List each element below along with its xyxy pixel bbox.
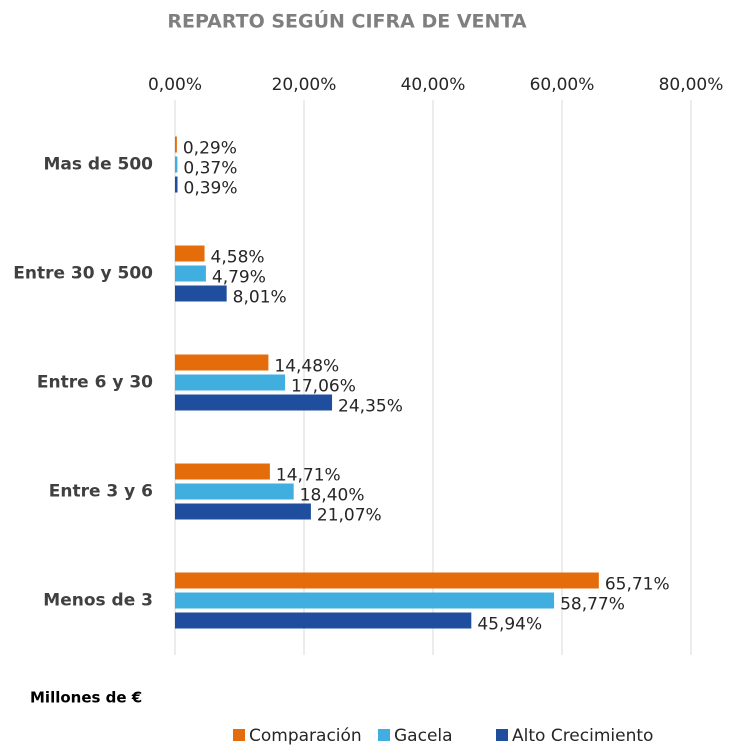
data-label: 24,35% <box>338 397 403 417</box>
bar <box>175 592 555 609</box>
x-axis-label: Millones de € <box>30 689 142 707</box>
bar <box>175 285 227 302</box>
x-tick-label: 0,00% <box>148 75 202 95</box>
data-label: 58,77% <box>560 595 625 615</box>
legend-label: Gacela <box>394 726 453 745</box>
data-label: 21,07% <box>317 506 382 526</box>
y-tick-label: Mas de 500 <box>43 155 153 175</box>
bar <box>175 503 311 520</box>
legend-swatch <box>233 729 245 741</box>
bar <box>175 265 206 282</box>
data-label: 4,58% <box>211 248 265 268</box>
data-label: 17,06% <box>291 377 356 397</box>
y-tick-label: Menos de 3 <box>43 591 153 611</box>
chart-title: REPARTO SEGÚN CIFRA DE VENTA <box>167 9 527 33</box>
data-label: 8,01% <box>233 288 287 308</box>
y-tick-label: Entre 3 y 6 <box>49 482 153 502</box>
bar <box>175 483 294 500</box>
data-label: 14,48% <box>274 357 339 377</box>
bar <box>175 463 270 480</box>
data-label: 4,79% <box>212 268 266 288</box>
x-tick-label: 60,00% <box>530 75 595 95</box>
x-tick-label: 20,00% <box>272 75 337 95</box>
bar <box>175 374 286 391</box>
bar <box>175 136 177 153</box>
data-label: 0,39% <box>184 179 238 199</box>
data-label: 0,29% <box>183 139 237 159</box>
bar <box>175 156 178 173</box>
bar <box>175 394 333 411</box>
data-label: 0,37% <box>183 159 237 179</box>
data-label: 18,40% <box>300 486 365 506</box>
bar <box>175 354 269 371</box>
data-label: 65,71% <box>605 575 670 595</box>
data-label: 45,94% <box>477 615 542 635</box>
bar <box>175 572 599 589</box>
legend-swatch <box>378 729 390 741</box>
x-tick-label: 80,00% <box>659 75 724 95</box>
y-tick-label: Entre 30 y 500 <box>13 264 153 284</box>
y-tick-label: Entre 6 y 30 <box>37 373 153 393</box>
legend-label: Comparación <box>249 726 362 745</box>
x-tick-label: 40,00% <box>401 75 466 95</box>
data-label: 14,71% <box>276 466 341 486</box>
bar <box>175 176 178 193</box>
bar <box>175 245 205 262</box>
legend-swatch <box>496 729 508 741</box>
legend-label: Alto Crecimiento <box>512 726 653 745</box>
bar <box>175 612 472 629</box>
